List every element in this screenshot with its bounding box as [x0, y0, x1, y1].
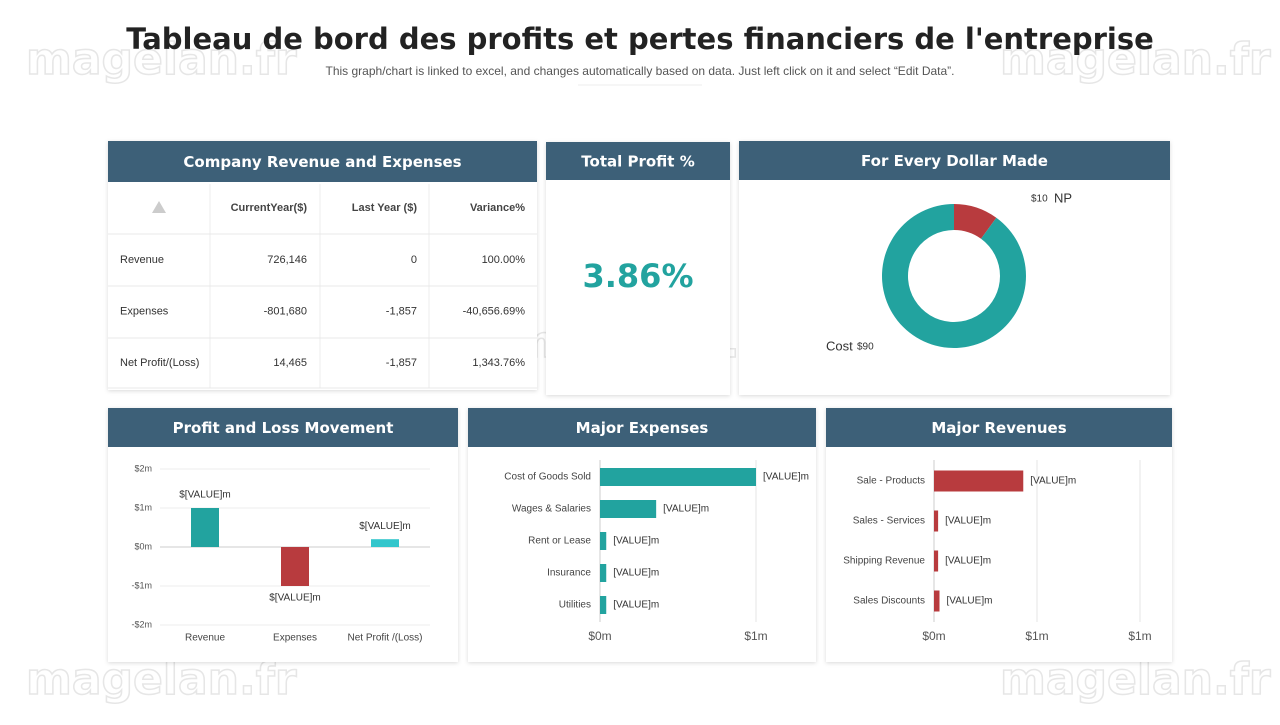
- x-tick-label: Expenses: [273, 633, 317, 644]
- x-tick-label: $1m: [1128, 629, 1151, 643]
- bar: [371, 539, 399, 547]
- category-label: Rent or Lease: [528, 536, 591, 547]
- data-label: [VALUE]m: [613, 600, 659, 611]
- x-tick-label: $0m: [922, 629, 945, 643]
- row-label: Expenses: [120, 305, 169, 317]
- panel: [108, 408, 458, 662]
- cell: -1,857: [386, 305, 417, 317]
- watermark: magelan.fr: [1000, 34, 1271, 85]
- bar: [600, 564, 607, 582]
- data-label: [VALUE]m: [763, 472, 809, 483]
- bar: [600, 532, 607, 550]
- donut-slice: [954, 204, 997, 239]
- panel-header: [739, 141, 1170, 180]
- data-label: [VALUE]m: [945, 556, 991, 567]
- bar: [600, 500, 657, 518]
- panel-header: [108, 408, 458, 447]
- slice-value-label: $10: [1031, 194, 1048, 205]
- panel-header: [826, 408, 1172, 447]
- panel: [546, 142, 730, 395]
- panel-title: Total Profit %: [581, 153, 694, 171]
- bar: [281, 547, 309, 586]
- panel-title: Major Expenses: [576, 419, 709, 437]
- cell: -801,680: [264, 305, 307, 317]
- x-tick-label: $1m: [1025, 629, 1048, 643]
- cell: 0: [411, 254, 417, 266]
- watermark: magelan.fr: [26, 34, 297, 85]
- y-tick-label: $2m: [134, 463, 152, 473]
- bar: [934, 510, 939, 532]
- data-label: [VALUE]m: [1030, 476, 1076, 487]
- x-tick-label: Net Profit /(Loss): [347, 633, 422, 644]
- bar: [600, 596, 607, 614]
- panel-title: Company Revenue and Expenses: [183, 153, 461, 171]
- bar: [934, 470, 1024, 492]
- panel: [468, 408, 816, 662]
- cell: 100.00%: [482, 254, 526, 266]
- slice-label: Cost: [826, 338, 853, 353]
- kpi-value: 3.86%: [582, 257, 693, 295]
- bar: [934, 590, 940, 612]
- x-tick-label: $1m: [744, 629, 767, 643]
- x-tick-label: $0m: [588, 629, 611, 643]
- bar: [600, 468, 756, 486]
- sort-icon: [152, 201, 166, 213]
- bar: [191, 508, 219, 547]
- donut-slice: [882, 204, 1026, 348]
- panel: [739, 141, 1170, 395]
- panel: [108, 141, 537, 390]
- category-label: Sales - Services: [853, 516, 925, 527]
- y-tick-label: -$2m: [131, 619, 152, 629]
- data-label: $[VALUE]m: [179, 490, 231, 501]
- data-label: [VALUE]m: [613, 536, 659, 547]
- cell: 14,465: [273, 357, 307, 369]
- column-header: Last Year ($): [352, 202, 418, 214]
- cell: 726,146: [267, 254, 307, 266]
- data-label: [VALUE]m: [663, 504, 709, 515]
- data-label: [VALUE]m: [945, 516, 991, 527]
- category-label: Cost of Goods Sold: [504, 472, 591, 483]
- panel-header: [108, 141, 537, 182]
- slice-label: NP: [1054, 190, 1072, 205]
- panel-header: [546, 142, 730, 180]
- row-label: Revenue: [120, 254, 164, 266]
- panel-title: Major Revenues: [931, 419, 1066, 437]
- category-label: Sales Discounts: [853, 596, 925, 607]
- data-label: $[VALUE]m: [359, 521, 411, 532]
- y-tick-label: -$1m: [131, 580, 152, 590]
- category-label: Wages & Salaries: [512, 504, 591, 515]
- panel-title: For Every Dollar Made: [861, 152, 1048, 170]
- cell: -1,857: [386, 357, 417, 369]
- y-tick-label: $1m: [134, 502, 152, 512]
- cell: -40,656.69%: [463, 305, 526, 317]
- cell: 1,343.76%: [472, 357, 525, 369]
- slice-value-label: $90: [857, 342, 874, 353]
- panel-title: Profit and Loss Movement: [173, 419, 394, 437]
- column-header: CurrentYear($): [231, 202, 308, 214]
- subtitle: This graph/chart is linked to excel, and…: [326, 64, 955, 78]
- data-label: $[VALUE]m: [269, 593, 321, 604]
- category-label: Utilities: [559, 600, 591, 611]
- column-header: Variance%: [470, 202, 525, 214]
- data-label: [VALUE]m: [946, 596, 992, 607]
- bar: [934, 550, 939, 572]
- x-tick-label: Revenue: [185, 633, 225, 644]
- y-tick-label: $0m: [134, 541, 152, 551]
- data-label: [VALUE]m: [613, 568, 659, 579]
- panel: [826, 408, 1172, 662]
- title: Tableau de bord des profits et pertes fi…: [126, 22, 1154, 56]
- category-label: Sale - Products: [857, 476, 925, 487]
- panel-header: [468, 408, 816, 447]
- row-label: Net Profit/(Loss): [120, 357, 199, 369]
- category-label: Insurance: [547, 568, 591, 579]
- category-label: Shipping Revenue: [843, 556, 925, 567]
